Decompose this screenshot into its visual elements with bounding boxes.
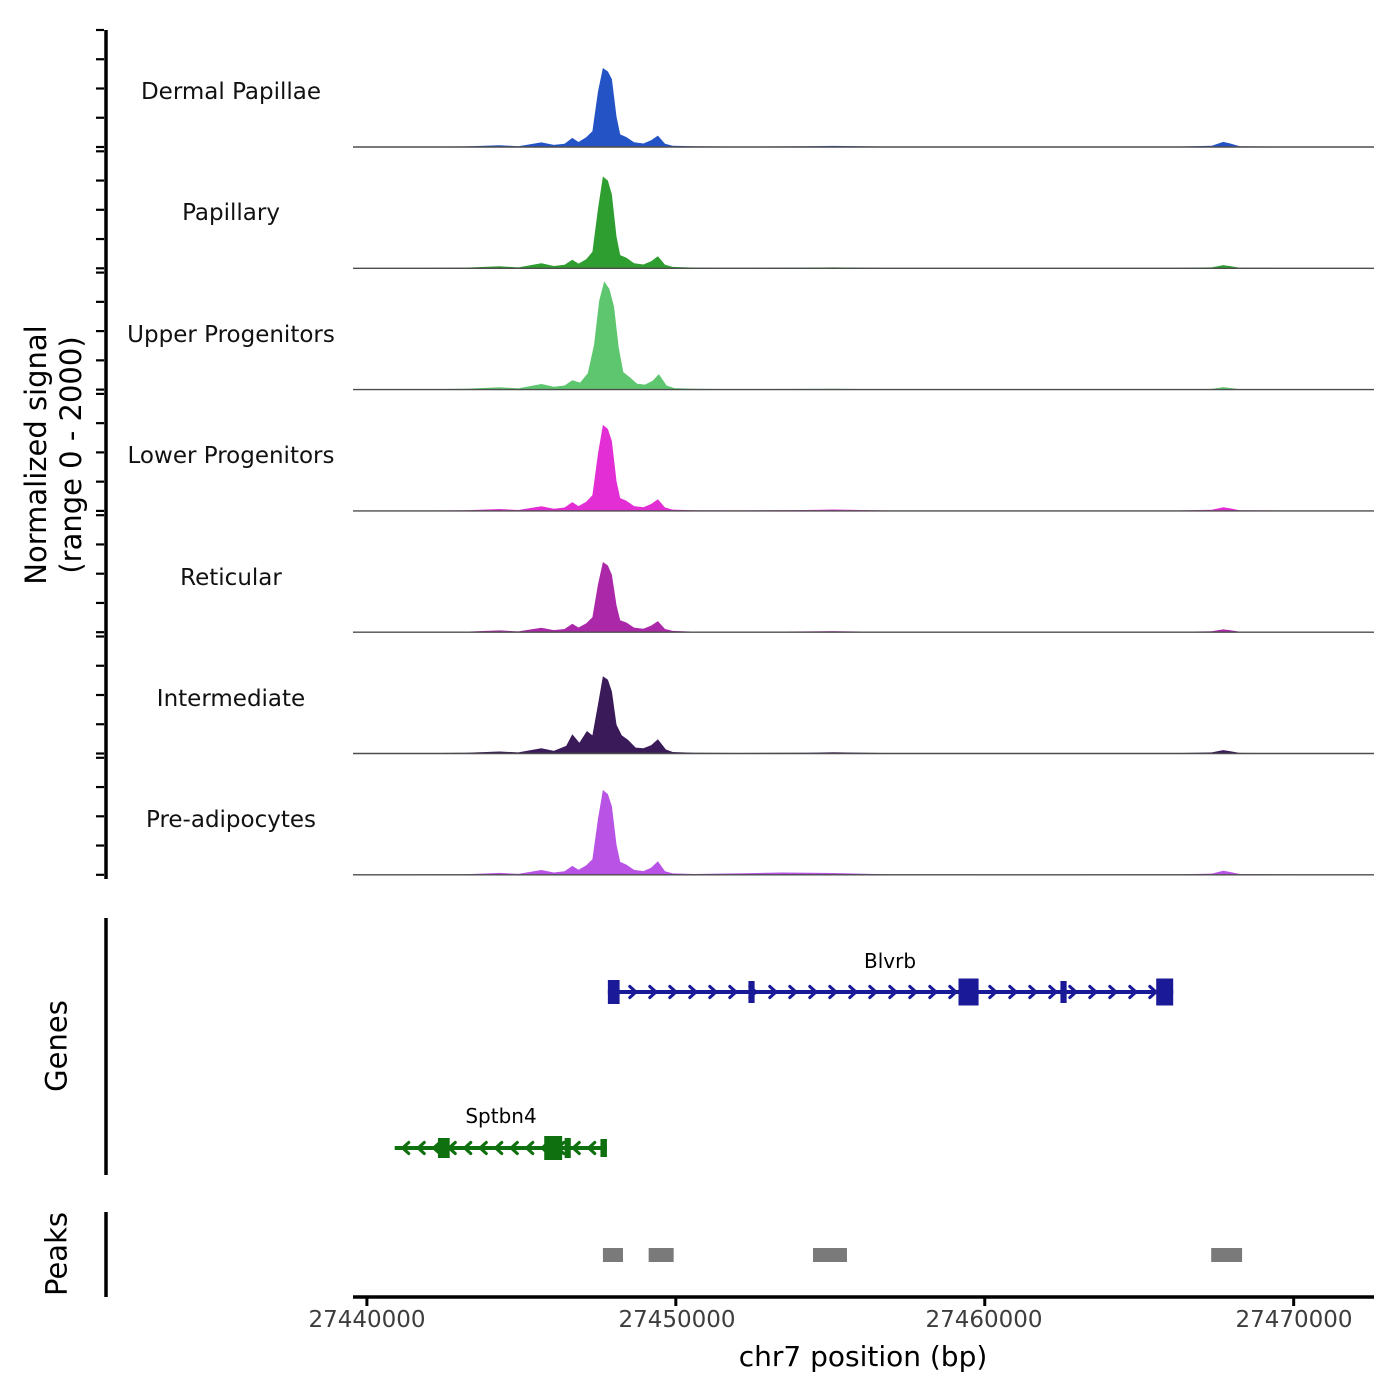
gene-strand-chevron-blvrb bbox=[628, 984, 639, 1000]
gene-strand-chevron-blvrb bbox=[688, 984, 699, 1000]
track-label-papillary: Papillary bbox=[182, 200, 280, 226]
track-label-pre-adipocytes: Pre-adipocytes bbox=[145, 807, 317, 833]
peak-region-rect bbox=[648, 1248, 674, 1262]
gene-strand-chevron-sptbn4 bbox=[400, 1140, 411, 1156]
gene-strand-chevron-blvrb bbox=[848, 984, 859, 1000]
gene-strand-chevron-blvrb bbox=[1008, 984, 1019, 1000]
gene-exon-blvrb bbox=[1156, 978, 1174, 1006]
gene-strand-chevron-blvrb bbox=[808, 984, 819, 1000]
peak-region-rect bbox=[812, 1248, 847, 1262]
gene-exon-sptbn4 bbox=[564, 1138, 571, 1158]
gene-label-blvrb: Blvrb bbox=[863, 949, 917, 973]
gene-exon-sptbn4 bbox=[544, 1136, 563, 1160]
track-label-reticular: Reticular bbox=[180, 565, 282, 591]
gene-strand-chevron-sptbn4 bbox=[462, 1140, 473, 1156]
gene-strand-chevron-blvrb bbox=[948, 984, 959, 1000]
gene-exon-blvrb bbox=[1060, 981, 1067, 1003]
gene-strand-chevron-sptbn4 bbox=[524, 1140, 535, 1156]
gene-strand-chevron-blvrb bbox=[788, 984, 799, 1000]
gene-exon-blvrb bbox=[958, 978, 979, 1006]
peak-region-rect bbox=[1211, 1248, 1243, 1262]
gene-strand-chevron-blvrb bbox=[1108, 984, 1119, 1000]
signal-area-reticular bbox=[353, 562, 1374, 633]
signal-area-dermal-papillae bbox=[353, 68, 1374, 147]
gene-exon-sptbn4 bbox=[600, 1139, 607, 1157]
x-tick-label-27470000: 27470000 bbox=[1235, 1307, 1353, 1333]
genes-section-label: Genes bbox=[39, 1000, 74, 1092]
signal-area-intermediate bbox=[353, 676, 1374, 754]
track-label-lower-progenitors: Lower Progenitors bbox=[127, 443, 335, 469]
gene-strand-chevron-sptbn4 bbox=[415, 1140, 426, 1156]
gene-strand-chevron-blvrb bbox=[988, 984, 999, 1000]
gene-strand-chevron-sptbn4 bbox=[493, 1140, 504, 1156]
gene-strand-chevron-sptbn4 bbox=[508, 1140, 519, 1156]
signal-area-upper-progenitors bbox=[353, 281, 1374, 390]
gene-strand-chevron-blvrb bbox=[708, 984, 719, 1000]
gene-strand-chevron-blvrb bbox=[908, 984, 919, 1000]
gene-strand-chevron-sptbn4 bbox=[431, 1140, 442, 1156]
gene-strand-chevron-blvrb bbox=[1048, 984, 1059, 1000]
gene-strand-chevron-blvrb bbox=[1028, 984, 1039, 1000]
gene-strand-chevron-blvrb bbox=[668, 984, 679, 1000]
gene-exon-blvrb bbox=[607, 980, 620, 1004]
x-tick-label-27450000: 27450000 bbox=[618, 1307, 736, 1333]
gene-strand-chevron-blvrb bbox=[868, 984, 879, 1000]
gene-strand-chevron-blvrb bbox=[728, 984, 739, 1000]
gene-strand-chevron-sptbn4 bbox=[570, 1140, 581, 1156]
signal-area-lower-progenitors bbox=[353, 424, 1374, 511]
gene-strand-chevron-blvrb bbox=[768, 984, 779, 1000]
gene-strand-chevron-blvrb bbox=[1128, 984, 1139, 1000]
gene-strand-chevron-sptbn4 bbox=[477, 1140, 488, 1156]
gene-strand-chevron-blvrb bbox=[1088, 984, 1099, 1000]
track-label-intermediate: Intermediate bbox=[156, 686, 306, 712]
gene-exon-blvrb bbox=[748, 981, 755, 1003]
x-tick-label-27460000: 27460000 bbox=[925, 1307, 1043, 1333]
signal-area-pre-adipocytes bbox=[353, 790, 1374, 875]
peak-region-rect bbox=[602, 1248, 624, 1262]
gene-strand-chevron-blvrb bbox=[928, 984, 939, 1000]
peaks-section-label: Peaks bbox=[39, 1212, 74, 1296]
gene-strand-chevron-blvrb bbox=[1148, 984, 1159, 1000]
gene-exon-sptbn4 bbox=[437, 1138, 450, 1158]
x-tick-label-27440000: 27440000 bbox=[308, 1307, 426, 1333]
gene-strand-chevron-blvrb bbox=[828, 984, 839, 1000]
y-axis-label-line1: Normalized signal bbox=[19, 325, 53, 585]
x-axis-label: chr7 position (bp) bbox=[738, 1340, 988, 1373]
track-label-dermal-papillae: Dermal Papillae bbox=[140, 79, 322, 105]
gene-strand-chevron-blvrb bbox=[888, 984, 899, 1000]
y-axis-label: Normalized signal (range 0 - 2000) bbox=[19, 325, 89, 584]
gene-strand-chevron-sptbn4 bbox=[586, 1140, 597, 1156]
y-axis-label-line2: (range 0 - 2000) bbox=[54, 336, 88, 574]
signal-area-papillary bbox=[353, 176, 1374, 269]
gene-label-sptbn4: Sptbn4 bbox=[465, 1104, 537, 1128]
track-label-upper-progenitors: Upper Progenitors bbox=[127, 322, 335, 348]
gene-strand-chevron-blvrb bbox=[648, 984, 659, 1000]
gene-strand-chevron-blvrb bbox=[1068, 984, 1079, 1000]
